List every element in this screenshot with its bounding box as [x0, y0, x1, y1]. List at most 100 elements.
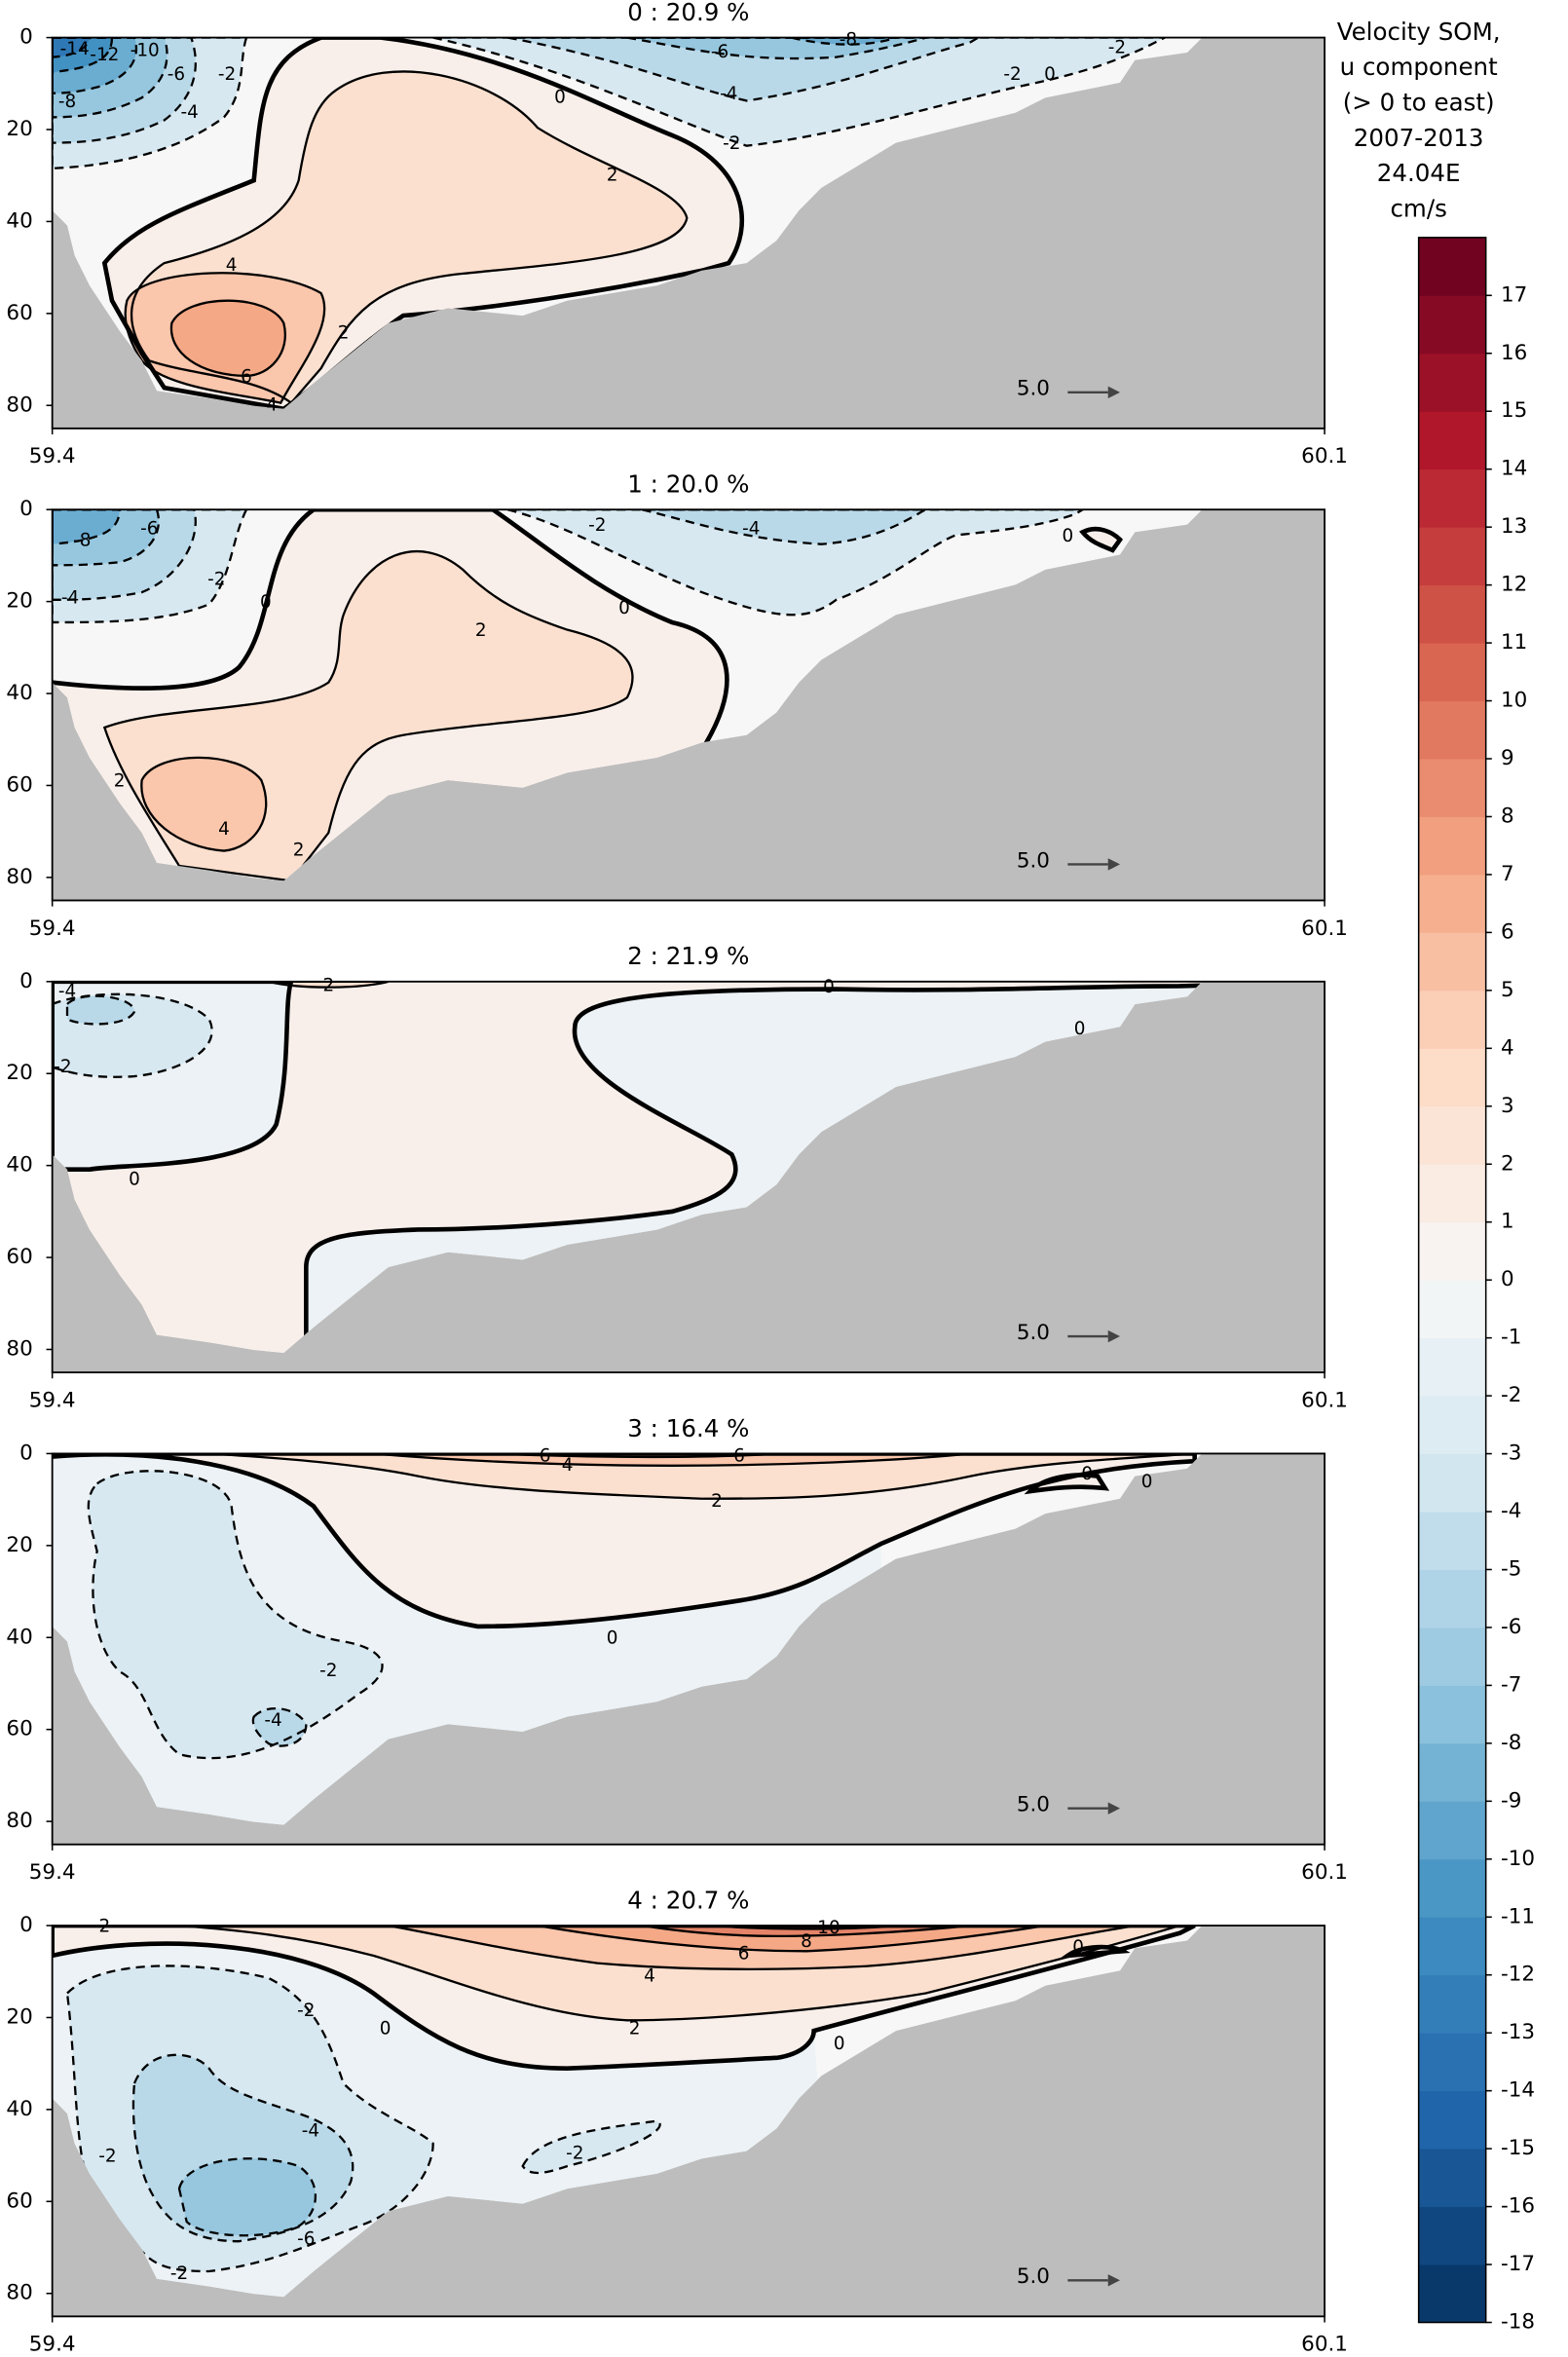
contour-line [521, 2119, 661, 2175]
colorbar-tick-label: 13 [1501, 514, 1527, 539]
reference-arrow-label: 5.0 [1017, 1321, 1050, 1345]
colorbar-tick-label: -7 [1501, 1672, 1521, 1697]
contour-label: 2 [475, 620, 487, 641]
contour-line [432, 37, 1166, 147]
contour-label: -8 [58, 92, 76, 112]
colorbar-segment [1418, 1396, 1486, 1455]
contour-fill [179, 2158, 316, 2236]
contour-line [177, 2157, 317, 2237]
contour-line [52, 1453, 1197, 1629]
contour-label: 2 [338, 323, 350, 344]
contour-line [52, 509, 161, 567]
colorbar-segment [1418, 1801, 1486, 1860]
contour-line [1079, 526, 1124, 553]
colorbar-tick-label: 11 [1501, 630, 1527, 655]
y-tick-label: 0 [19, 497, 33, 521]
contour-line [52, 37, 137, 94]
contour-label: 2 [293, 841, 305, 861]
contour-fill [208, 1453, 1195, 1499]
colorbar-segment [1418, 468, 1486, 528]
y-tick-label: 0 [19, 25, 33, 50]
contour-label: -6 [297, 2229, 315, 2250]
panel-title: 3 : 16.4 % [627, 1414, 749, 1442]
colorbar-segment [1418, 1569, 1486, 1628]
contour-label: -2 [723, 133, 740, 154]
contour-label: -4 [302, 2120, 319, 2141]
y-tick-label: 60 [6, 1245, 32, 1269]
colorbar-title: 2007-2013 [1354, 124, 1484, 152]
contour-label: 4 [562, 1455, 574, 1476]
colorbar-tick-label: -17 [1501, 2252, 1535, 2276]
colorbar-tick-label: -12 [1501, 1963, 1535, 1987]
contour-label: -14 [60, 39, 90, 59]
contour-label: -2 [98, 2147, 116, 2167]
panel-title: 1 : 20.0 % [627, 469, 749, 498]
colorbar-tick-label: 10 [1501, 689, 1527, 713]
x-tick-label: 60.1 [1301, 444, 1348, 468]
colorbar-segment [1418, 1917, 1486, 1976]
colorbar-tick-label: 7 [1501, 862, 1514, 886]
contour-label: 6 [241, 366, 252, 387]
panel-title: 0 : 20.9 % [627, 0, 749, 26]
x-tick-label: 60.1 [1301, 1860, 1348, 1885]
contour-label: 4 [644, 1965, 655, 1986]
reference-arrow-label: 5.0 [1017, 1793, 1050, 1817]
contour-fill [507, 37, 979, 101]
y-tick-label: 60 [6, 1717, 32, 1741]
contour-label: 0 [129, 1170, 140, 1190]
contour-label: 0 [1074, 1019, 1086, 1039]
colorbar-segment [1418, 1221, 1486, 1281]
y-tick-label: 20 [6, 1061, 32, 1085]
y-tick-label: 0 [19, 1440, 33, 1465]
contour-label: 4 [218, 819, 230, 840]
contour-label: -10 [131, 40, 160, 60]
contour-label: 0 [618, 598, 630, 618]
contour-label: -2 [297, 2001, 315, 2021]
contour-fill [252, 1708, 307, 1746]
contour-line [52, 37, 114, 74]
x-tick-label: 60.1 [1301, 1388, 1348, 1412]
reference-arrow-head [1107, 386, 1120, 398]
contour-line [52, 37, 197, 144]
contour-label: -12 [90, 45, 119, 65]
contour-line [52, 509, 121, 545]
contour-line [52, 992, 213, 1078]
contour-label: -2 [54, 1057, 71, 1077]
colorbar-segment [1418, 1974, 1486, 2034]
colorbar-tick-label: -16 [1501, 2194, 1535, 2219]
contour-line [87, 1470, 384, 1760]
contour-line [251, 1707, 308, 1747]
contour-line [507, 509, 1087, 617]
colorbar-tick-label: 5 [1501, 978, 1514, 1002]
contour-fill [88, 1471, 383, 1759]
colorbar-segment [1418, 1858, 1486, 1918]
plot-frame [51, 1925, 1325, 2318]
colorbar-tick-label: 14 [1501, 457, 1527, 481]
y-tick-label: 80 [6, 2281, 32, 2305]
colorbar-segment [1418, 2149, 1486, 2208]
reference-arrow-label: 5.0 [1017, 377, 1050, 401]
colorbar-segment [1418, 2206, 1486, 2265]
colorbar-tick-label: 15 [1501, 398, 1527, 423]
colorbar-segment [1418, 700, 1486, 760]
contour-line [178, 1926, 1180, 2022]
contour-line [169, 299, 286, 377]
y-tick-label: 60 [6, 772, 32, 797]
colorbar-tick-label: 1 [1501, 1210, 1514, 1234]
x-tick-label: 59.4 [29, 917, 76, 941]
colorbar-segment [1418, 411, 1486, 470]
colorbar-segment [1418, 759, 1486, 817]
colorbar-tick-label: -5 [1501, 1556, 1521, 1581]
contour-line [208, 1453, 1195, 1500]
y-tick-label: 0 [19, 1913, 33, 1937]
y-tick-label: 60 [6, 301, 32, 325]
colorbar-segment [1418, 1164, 1486, 1223]
colorbar-segment [1418, 1685, 1486, 1744]
contour-label: 0 [607, 1627, 618, 1648]
contour-label: -6 [168, 64, 185, 85]
colorbar-tick-label: -10 [1501, 1847, 1535, 1871]
